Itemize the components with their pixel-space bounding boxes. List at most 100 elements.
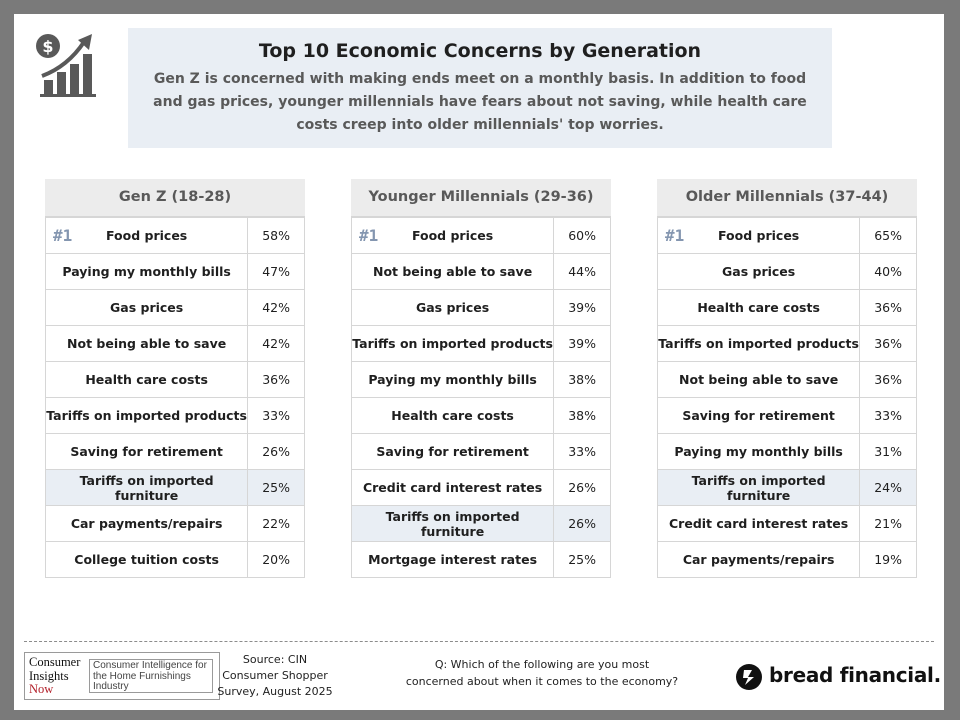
table-row: #1 Food prices 60% [350, 217, 611, 254]
percent-cell: 26% [553, 469, 611, 506]
table-row: Saving for retirement 33% [656, 397, 917, 434]
table-row: Tariffs on imported products 36% [656, 325, 917, 362]
concern-cell: Health care costs [350, 397, 555, 434]
bread-logo-icon [736, 664, 762, 690]
concern-cell: Tariffs on imported furniture [44, 469, 249, 506]
concern-cell: Not being able to save [350, 253, 555, 290]
table-row: #1 Food prices 58% [44, 217, 305, 254]
cin-logo-wordmark: Consumer Insights Now [29, 655, 81, 697]
table-row: Gas prices 40% [656, 253, 917, 290]
percent-cell: 36% [859, 289, 917, 326]
table-row: Gas prices 39% [350, 289, 611, 326]
table-row: Health care costs 36% [656, 289, 917, 326]
concern-cell: Paying my monthly bills [44, 253, 249, 290]
percent-cell: 60% [553, 217, 611, 254]
page-title: Top 10 Economic Concerns by Generation [258, 40, 702, 62]
percent-cell: 22% [247, 505, 305, 542]
table-row: Paying my monthly bills 31% [656, 433, 917, 470]
concern-cell: Not being able to save [656, 361, 861, 398]
brand-name: bread financial. [769, 663, 941, 687]
concern-label: Paying my monthly bills [62, 264, 231, 279]
percent-cell: 36% [247, 361, 305, 398]
percent-cell: 33% [247, 397, 305, 434]
rank-badge: #1 [53, 226, 73, 245]
percent-cell: 20% [247, 541, 305, 578]
table-row: Car payments/repairs 19% [656, 541, 917, 578]
concern-cell: Saving for retirement [44, 433, 249, 470]
percent-cell: 40% [859, 253, 917, 290]
table-row: Tariffs on imported furniture 24% [656, 469, 917, 506]
concern-label: Paying my monthly bills [368, 372, 537, 387]
source-note: Source: CIN Consumer Shopper Survey, Aug… [210, 652, 340, 700]
percent-cell: 26% [553, 505, 611, 542]
concern-label: Car payments/repairs [682, 552, 835, 567]
table-row: Health care costs 38% [350, 397, 611, 434]
concern-cell: Credit card interest rates [350, 469, 555, 506]
cin-logo-line: Consumer [29, 655, 81, 669]
header-banner: Top 10 Economic Concerns by Generation G… [128, 28, 832, 148]
percent-cell: 42% [247, 289, 305, 326]
concern-label: Tariffs on imported products [46, 408, 247, 423]
table-row: Not being able to save 36% [656, 361, 917, 398]
concern-label: Saving for retirement [376, 444, 529, 459]
table-row: Credit card interest rates 21% [656, 505, 917, 542]
bread-financial-logo: bread financial. [736, 662, 941, 694]
cin-logo-line: Now [29, 682, 54, 696]
concern-label: College tuition costs [74, 552, 219, 567]
cin-logo: Consumer Insights Now Consumer Intellige… [24, 652, 220, 700]
concern-cell: Tariffs on imported furniture [350, 505, 555, 542]
concern-label: Tariffs on imported furniture [79, 472, 214, 503]
concern-label: Food prices [718, 228, 800, 243]
percent-cell: 39% [553, 325, 611, 362]
source-line: Survey, August 2025 [217, 685, 333, 698]
column-header: Younger Millennials (29-36) [351, 179, 611, 217]
page-subtitle: Gen Z is concerned with making ends meet… [153, 71, 807, 133]
concern-cell: Credit card interest rates [656, 505, 861, 542]
table-row: Car payments/repairs 22% [44, 505, 305, 542]
table-row: Paying my monthly bills 38% [350, 361, 611, 398]
source-line: Consumer Shopper [222, 669, 328, 682]
concern-label: Credit card interest rates [362, 480, 543, 495]
concern-cell: Saving for retirement [350, 433, 555, 470]
rank-badge: #1 [359, 226, 379, 245]
percent-cell: 65% [859, 217, 917, 254]
concerns-table: #1 Food prices 60% Not being able to save 44… [350, 217, 611, 578]
concern-cell: College tuition costs [44, 541, 249, 578]
concern-cell: Tariffs on imported furniture [656, 469, 861, 506]
concern-label: Gas prices [110, 300, 184, 315]
percent-cell: 36% [859, 325, 917, 362]
table-row: Tariffs on imported products 33% [44, 397, 305, 434]
table-row: Not being able to save 44% [350, 253, 611, 290]
table-row: Saving for retirement 26% [44, 433, 305, 470]
question-line: concerned about when it comes to the eco… [405, 675, 679, 688]
table-row: College tuition costs 20% [44, 541, 305, 578]
table-row: Tariffs on imported furniture 25% [44, 469, 305, 506]
concern-cell: #1 Food prices [44, 217, 249, 254]
question-line: Q: Which of the following are you most [434, 658, 650, 671]
concern-label: Not being able to save [679, 372, 839, 387]
concern-label: Gas prices [415, 300, 490, 315]
table-row: Paying my monthly bills 47% [44, 253, 305, 290]
percent-cell: 33% [859, 397, 917, 434]
concern-label: Tariffs on imported furniture [691, 472, 826, 503]
table-row: Tariffs on imported products 39% [350, 325, 611, 362]
svg-text:$: $ [42, 37, 53, 56]
cin-logo-tagline: Consumer Intelligence for the Home Furni… [89, 659, 213, 693]
concern-label: Tariffs on imported furniture [385, 508, 520, 539]
concern-label: Credit card interest rates [669, 516, 849, 531]
survey-question: Q: Which of the following are you most c… [400, 656, 684, 690]
generation-column-gen-z: Gen Z (18-28) #1 Food prices 58% Paying my … [44, 179, 305, 578]
concern-cell: Gas prices [350, 289, 555, 326]
percent-cell: 39% [553, 289, 611, 326]
table-row: Not being able to save 42% [44, 325, 305, 362]
percent-cell: 21% [859, 505, 917, 542]
percent-cell: 42% [247, 325, 305, 362]
concern-cell: Saving for retirement [656, 397, 861, 434]
table-row: Credit card interest rates 26% [350, 469, 611, 506]
concern-cell: Gas prices [656, 253, 861, 290]
concern-label: Health care costs [391, 408, 514, 423]
concern-label: Mortgage interest rates [368, 552, 538, 567]
concern-cell: Car payments/repairs [44, 505, 249, 542]
column-header: Gen Z (18-28) [45, 179, 305, 217]
rank-badge: #1 [665, 226, 685, 245]
